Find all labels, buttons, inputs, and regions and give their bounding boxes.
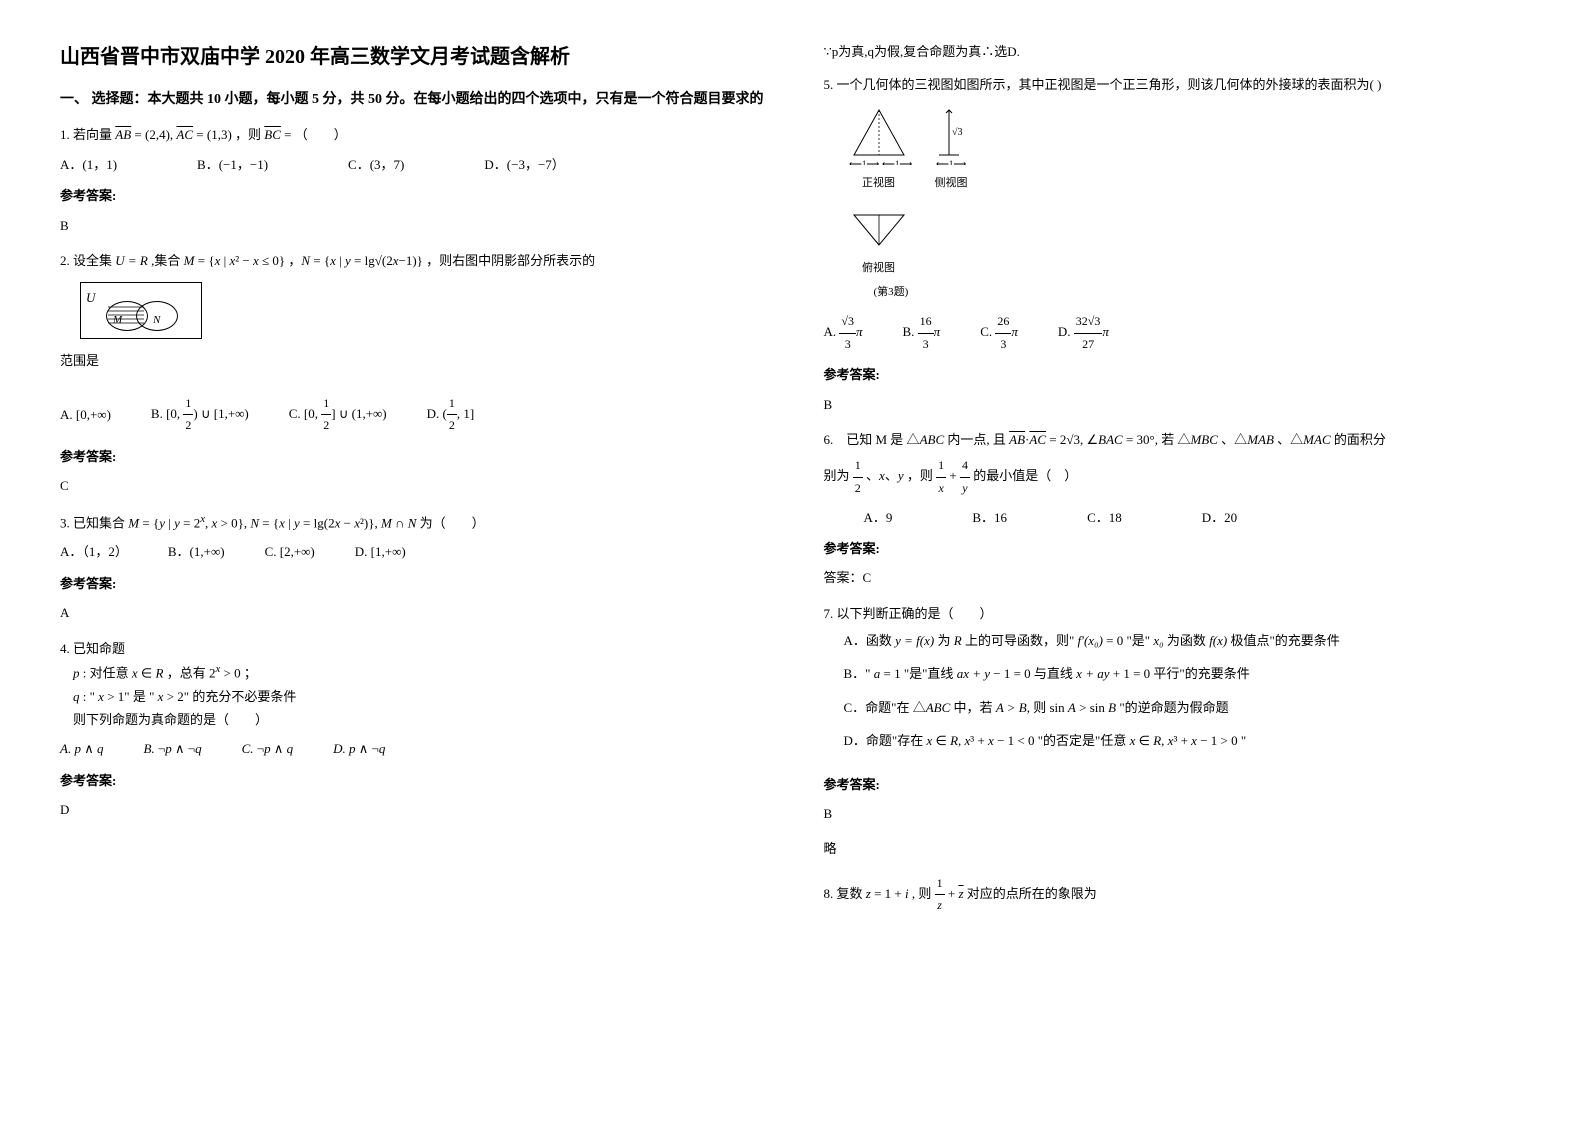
front-view-label: 正视图 <box>844 174 914 194</box>
q6-text: 6. 已知 M 是 △ABC 内一点, 且 AB·AC = 2√3, ∠BAC … <box>824 428 1528 451</box>
question-8: 8. 复数 z = 1 + i , 则 1z + z 对应的点所在的象限为 <box>824 873 1528 917</box>
q4-optD: D. p ∧ ¬q <box>333 737 385 760</box>
q5-intro: ∵p为真,q为假,复合命题为真∴选D. <box>824 40 1528 63</box>
q6-optD: D．20 <box>1202 506 1237 529</box>
q4-answer-label: 参考答案: <box>60 769 764 792</box>
q2-text: 2. 设全集 U = R ,集合 M = {x | x² − x ≤ 0} ，N… <box>60 249 764 272</box>
q1-optB: B．(−1，−1) <box>197 153 268 176</box>
q5-optA: A. √33π <box>824 311 863 355</box>
q7-optC: C．命题"在 △ABC 中，若 A > B, 则 sin A > sin B "… <box>844 696 1528 719</box>
q8-text: 8. 复数 z = 1 + i , 则 1z + z 对应的点所在的象限为 <box>824 873 1528 917</box>
svg-text:⟵1⟶: ⟵1⟶ <box>936 159 966 165</box>
q1-optC: C．(3，7) <box>348 153 404 176</box>
q4-line1: p : 对任意 x ∈ R ，总有 2x > 0 ； <box>60 660 764 685</box>
q6-answer: 答案：C <box>824 566 1528 589</box>
q6-optC: C．18 <box>1087 506 1122 529</box>
q7-answer2: 略 <box>824 837 1528 860</box>
question-1: 1. 若向量 AB = (2,4), AC = (1,3) ，则 BC = （ … <box>60 123 764 237</box>
q1-optA: A．(1，1) <box>60 153 117 176</box>
q7-answer-label: 参考答案: <box>824 773 1528 796</box>
q1-optD: D．(−3，−7） <box>484 153 564 176</box>
question-3: 3. 已知集合 M = {y | y = 2x, x > 0}, N = {x … <box>60 510 764 625</box>
q3-optA: A．（1，2） <box>60 540 128 563</box>
q5-optC: C. 263π <box>980 311 1018 355</box>
question-7: 7. 以下判断正确的是（ ） A．函数 y = f(x) 为 R 上的可导函数，… <box>824 602 1528 861</box>
side-view-label: 侧视图 <box>934 174 969 194</box>
q3-optD: D. [1,+∞) <box>355 540 406 563</box>
q5-optB: B. 163π <box>903 311 941 355</box>
q2-answer-label: 参考答案: <box>60 445 764 468</box>
q2-optC: C. [0, 12] ∪ (1,+∞) <box>289 393 387 437</box>
question-4: 4. 已知命题 p : 对任意 x ∈ R ，总有 2x > 0 ； q : "… <box>60 637 764 822</box>
q2-optB: B. [0, 12) ∪ [1,+∞) <box>151 393 249 437</box>
svg-text:√3: √3 <box>952 127 963 138</box>
q3-answer-label: 参考答案: <box>60 572 764 595</box>
top-view-label: 俯视图 <box>844 259 914 279</box>
q5-optD: D. 32√327π <box>1058 311 1109 355</box>
top-view-icon <box>844 200 914 250</box>
q4-line3: 则下列命题为真命题的是（ ） <box>60 708 764 731</box>
q4-text: 4. 已知命题 <box>60 637 764 660</box>
three-view-diagram: ⟵1⟶ ⟵1⟶ 正视图 √3 ⟵1⟶ 侧视图 <box>844 105 1528 303</box>
venn-diagram: U M N <box>80 282 764 339</box>
three-view-caption: (第3题) <box>874 283 1528 303</box>
q6-answer-label: 参考答案: <box>824 537 1528 560</box>
q4-optC: C. ¬p ∧ q <box>242 737 294 760</box>
section-header: 一、 选择题：本大题共 10 小题，每小题 5 分，共 50 分。在每小题给出的… <box>60 89 764 111</box>
q3-answer: A <box>60 601 764 624</box>
q6-optB: B．16 <box>972 506 1007 529</box>
q2-optA: A. [0,+∞) <box>60 403 111 426</box>
q6-optA: A．9 <box>864 506 893 529</box>
q3-text: 3. 已知集合 M = {y | y = 2x, x > 0}, N = {x … <box>60 510 764 535</box>
svg-text:⟵1⟶: ⟵1⟶ <box>849 159 879 165</box>
q2-answer: C <box>60 474 764 497</box>
q7-optA: A．函数 y = f(x) 为 R 上的可导函数，则" f′(x₀) = 0 "… <box>844 629 1528 652</box>
question-5: 5. 一个几何体的三视图如图所示，其中正视图是一个正三角形，则该几何体的外接球的… <box>824 73 1528 416</box>
front-view-icon: ⟵1⟶ ⟵1⟶ <box>844 105 914 165</box>
q1-answer-label: 参考答案: <box>60 184 764 207</box>
q7-optB: B．" a = 1 "是"直线 ax + y − 1 = 0 与直线 x + a… <box>844 662 1528 685</box>
q5-answer-label: 参考答案: <box>824 363 1528 386</box>
page-title: 山西省晋中市双庙中学 2020 年高三数学文月考试题含解析 <box>60 40 764 69</box>
question-6: 6. 已知 M 是 △ABC 内一点, 且 AB·AC = 2√3, ∠BAC … <box>824 428 1528 590</box>
q7-text: 7. 以下判断正确的是（ ） <box>824 602 1528 625</box>
q1-text: 1. 若向量 AB = (2,4), AC = (1,3) ，则 BC = （ … <box>60 123 764 146</box>
q2-text2: 范围是 <box>60 349 764 372</box>
side-view-icon: √3 ⟵1⟶ <box>934 105 969 165</box>
q4-optA: A. p ∧ q <box>60 737 103 760</box>
q3-optB: B．(1,+∞) <box>168 540 225 563</box>
q6-text2: 别为 12 、x、y ，则 1x + 4y 的最小值是（ ） <box>824 455 1528 499</box>
svg-text:⟵1⟶: ⟵1⟶ <box>882 159 912 165</box>
q1-answer: B <box>60 214 764 237</box>
q4-answer: D <box>60 798 764 821</box>
q3-optC: C. [2,+∞) <box>265 540 315 563</box>
q5-text: 5. 一个几何体的三视图如图所示，其中正视图是一个正三角形，则该几何体的外接球的… <box>824 73 1528 96</box>
question-2: 2. 设全集 U = R ,集合 M = {x | x² − x ≤ 0} ，N… <box>60 249 764 498</box>
q7-optD: D．命题"存在 x ∈ R, x³ + x − 1 < 0 "的否定是"任意 x… <box>844 729 1528 752</box>
q4-line2: q : " x > 1" 是 " x > 2" 的充分不必要条件 <box>60 685 764 708</box>
q7-answer: B <box>824 802 1528 825</box>
q2-optD: D. (12, 1] <box>427 393 475 437</box>
q5-answer: B <box>824 393 1528 416</box>
q4-optB: B. ¬p ∧ ¬q <box>143 737 201 760</box>
